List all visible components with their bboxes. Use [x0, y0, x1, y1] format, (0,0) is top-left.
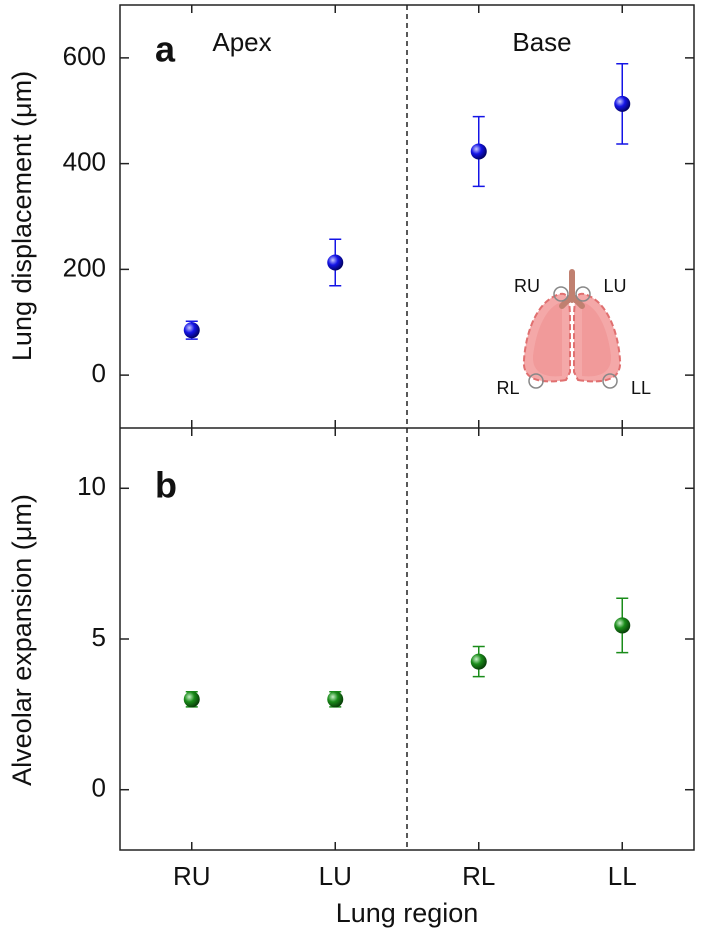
y-tick-label: 200 — [63, 252, 106, 282]
y-tick-label: 10 — [77, 471, 106, 501]
marker — [183, 322, 200, 339]
marker — [614, 617, 631, 634]
marker — [470, 653, 487, 670]
inset-label: LU — [603, 276, 626, 296]
marker — [614, 95, 631, 112]
annotation: Base — [512, 27, 571, 57]
y-tick-label: 600 — [63, 41, 106, 71]
x-tick-label: LL — [608, 861, 637, 891]
y-tick-label: 0 — [92, 773, 106, 803]
y-axis-label: Lung displacement (μm) — [7, 71, 37, 361]
x-axis-label: Lung region — [336, 898, 479, 928]
marker — [183, 691, 200, 708]
x-tick-label: RU — [173, 861, 211, 891]
x-tick-label: RL — [462, 861, 495, 891]
marker — [327, 691, 344, 708]
y-tick-label: 5 — [92, 622, 106, 652]
panel-label: b — [155, 465, 177, 506]
y-axis-label: Alveolar expansion (μm) — [7, 494, 37, 786]
inset-label: RU — [514, 276, 540, 296]
y-tick-label: 400 — [63, 147, 106, 177]
panel-label: a — [155, 29, 176, 70]
inset-label: RL — [496, 378, 519, 398]
y-tick-label: 0 — [92, 358, 106, 388]
marker — [470, 143, 487, 160]
inset-label: LL — [631, 378, 651, 398]
marker — [327, 254, 344, 271]
x-tick-label: LU — [319, 861, 352, 891]
lung-inset — [522, 269, 622, 389]
annotation: Apex — [212, 27, 271, 57]
